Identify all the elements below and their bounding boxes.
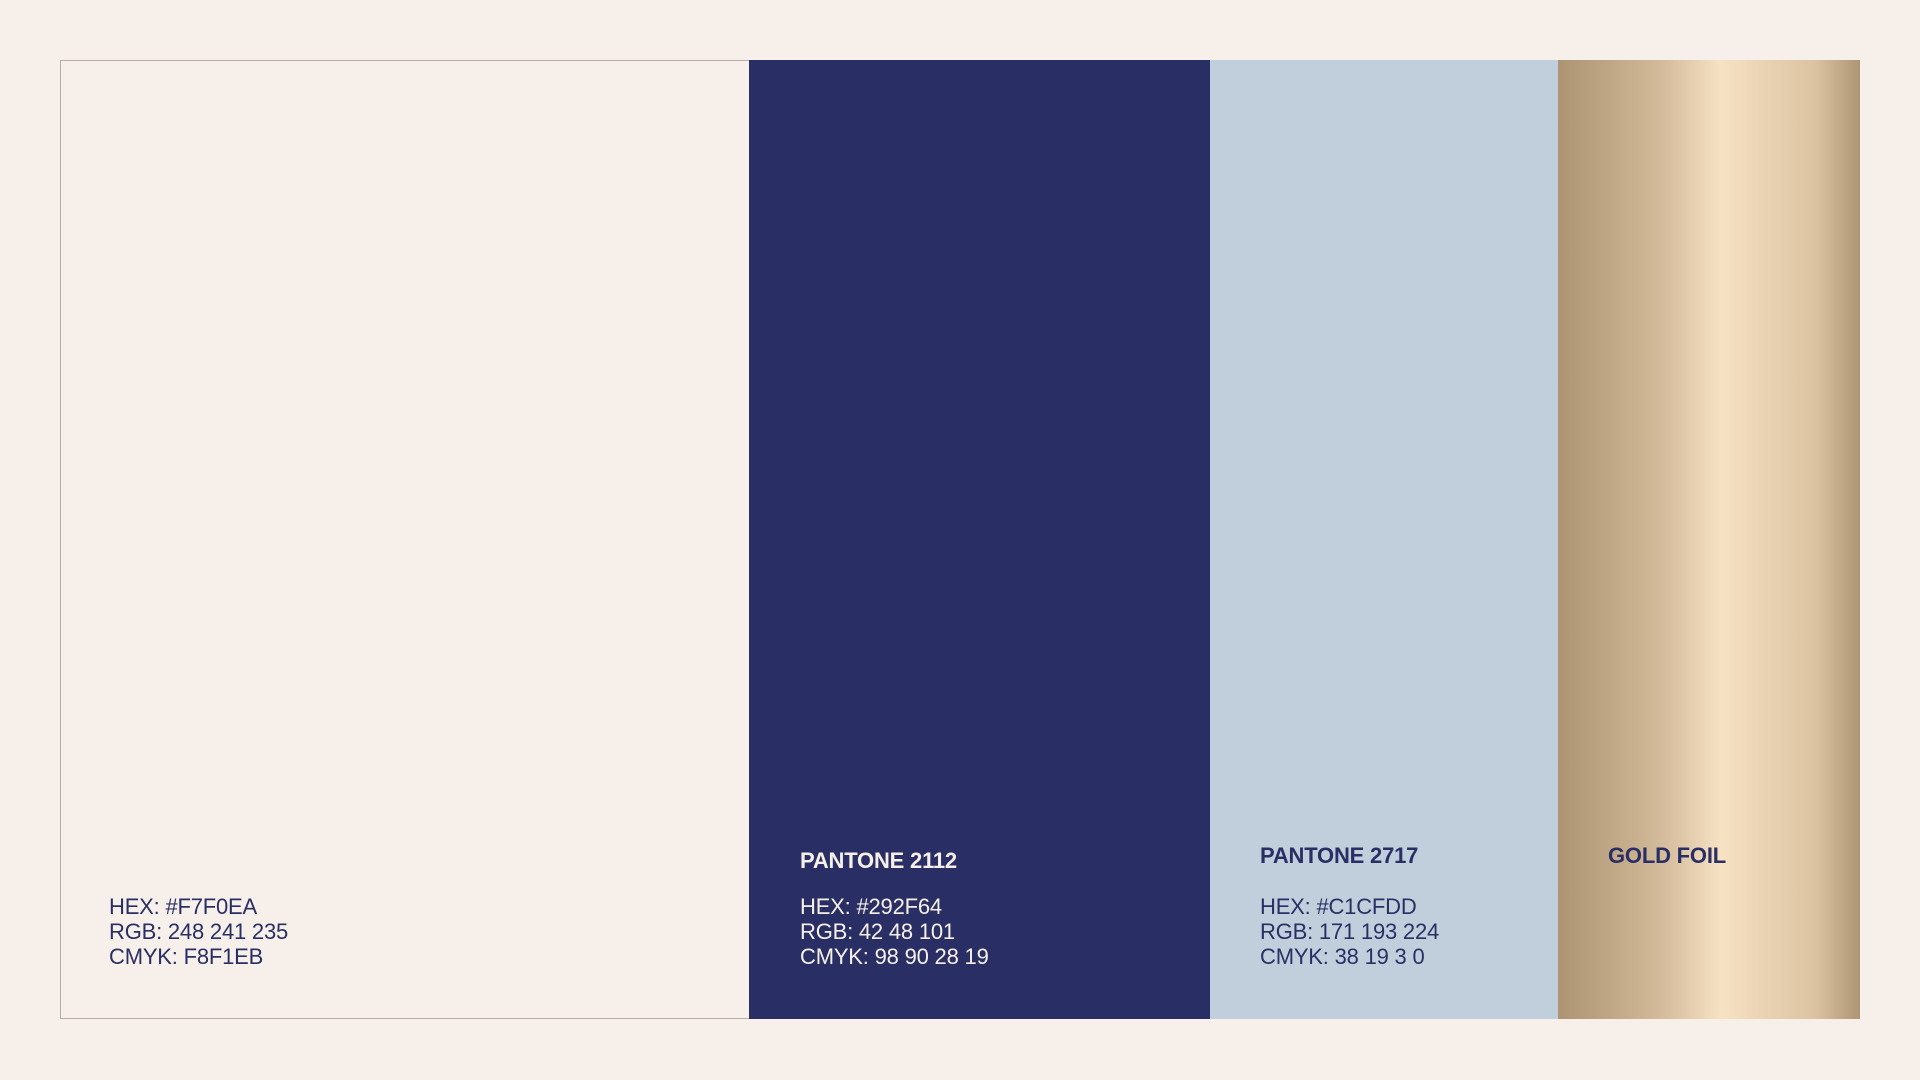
swatch-title: PANTONE 2112 [800,848,957,873]
swatch-title: GOLD FOIL [1608,843,1726,868]
swatch-pantone-2717: PANTONE 2717 HEX: #C1CFDD RGB: 171 193 2… [1210,60,1558,1019]
hex-value: HEX: #F7F0EA [109,894,257,919]
swatch-gold-foil: GOLD FOIL [1558,60,1860,1019]
cmyk-value: CMYK: F8F1EB [109,944,264,969]
hex-value: HEX: #C1CFDD [1260,894,1417,919]
hex-value: HEX: #292F64 [800,894,942,919]
cmyk-value: CMYK: 38 19 3 0 [1260,944,1425,969]
swatch-cream-info: HEX: #F7F0EA RGB: 248 241 235 CMYK: F8F1… [109,894,288,969]
rgb-value: RGB: 171 193 224 [1260,919,1440,944]
swatch-pantone-2112: PANTONE 2112 HEX: #292F64 RGB: 42 48 101… [749,60,1210,1019]
cmyk-value: CMYK: 98 90 28 19 [800,944,989,969]
swatch-title: PANTONE 2717 [1260,843,1419,868]
rgb-value: RGB: 248 241 235 [109,919,289,944]
swatch-lightblue-info: HEX: #C1CFDD RGB: 171 193 224 CMYK: 38 1… [1260,894,1439,969]
swatch-navy-info: HEX: #292F64 RGB: 42 48 101 CMYK: 98 90 … [800,894,989,969]
swatch-cream: HEX: #F7F0EA RGB: 248 241 235 CMYK: F8F1… [60,60,749,1019]
rgb-value: RGB: 42 48 101 [800,919,955,944]
